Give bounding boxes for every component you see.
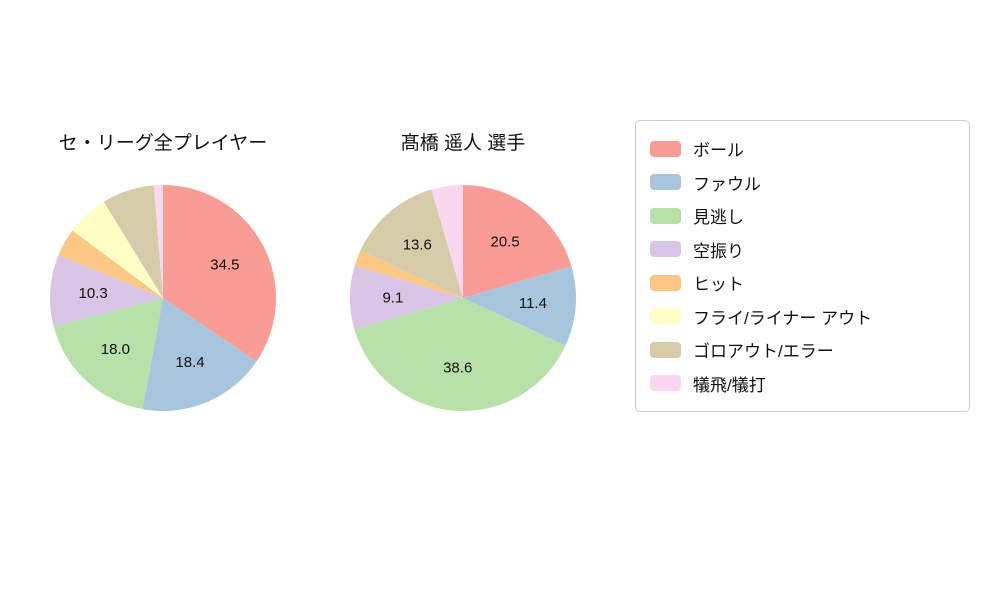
- legend-swatch: [650, 375, 681, 392]
- legend-item: ファウル: [650, 166, 955, 199]
- legend-swatch: [650, 341, 681, 358]
- legend-label: フライ/ライナー アウト: [693, 308, 873, 328]
- pie-slice-label: 34.5: [210, 257, 239, 274]
- legend-item: 空振り: [650, 233, 955, 266]
- pie-slice-1-4: [354, 250, 463, 298]
- pie-slice-1-6: [360, 189, 463, 298]
- pie-slice-0-1: [142, 298, 257, 412]
- pie-slice-0-0: [163, 185, 277, 362]
- pie-slice-0-7: [153, 185, 163, 298]
- pie-slice-0-6: [103, 185, 163, 298]
- legend-label: ヒット: [693, 275, 744, 295]
- legend-swatch: [650, 274, 681, 291]
- legend-label: 空振り: [693, 241, 744, 261]
- pie-chart-league: 34.5 18.4 18.0 10.3: [50, 185, 277, 412]
- pie-slice-label: 9.1: [382, 289, 403, 306]
- legend: ボールファウル見逃し空振りヒットフライ/ライナー アウト ゴロアウト/エラー 犠飛/…: [635, 120, 970, 412]
- legend-label: ボール: [693, 141, 744, 160]
- pie-slice-label: 20.5: [490, 234, 519, 251]
- pie-slice-1-1: [463, 266, 577, 346]
- legend-item: ヒット: [650, 266, 955, 299]
- pie-slice-1-2: [354, 298, 566, 412]
- pie-slice-label: 10.3: [78, 285, 107, 302]
- legend-swatch: [650, 241, 681, 258]
- legend-swatch: [650, 308, 681, 325]
- legend-item: フライ/ライナー アウト: [650, 300, 955, 333]
- legend-item: 犠飛/犠打: [650, 367, 955, 400]
- pie-slice-0-5: [72, 201, 163, 298]
- pie-slice-0-3: [50, 255, 163, 327]
- legend-label: 見逃し: [693, 208, 744, 228]
- pie-title-player: 髙橋 遥人 選手: [400, 133, 526, 154]
- legend-item: 見逃し: [650, 199, 955, 232]
- pie-slice-label: 11.4: [519, 295, 547, 312]
- legend-label: ファウル: [693, 174, 761, 194]
- pie-title-league: セ・リーグ全プレイヤー: [58, 133, 268, 154]
- pie-slice-label: 18.4: [175, 354, 204, 371]
- pie-slice-label: 13.6: [403, 236, 432, 253]
- pie-chart-player: 20.5 11.4 38.6 9.1 13.6: [350, 185, 577, 412]
- pie-slice-label: 18.0: [101, 341, 130, 358]
- pie-slice-1-0: [463, 185, 572, 298]
- pie-slice-1-7: [431, 185, 463, 298]
- legend-item: ボール: [650, 132, 955, 165]
- pie-slice-1-3: [350, 265, 463, 330]
- legend-swatch: [650, 207, 681, 224]
- pie-slice-0-4: [58, 230, 163, 298]
- legend-label: ゴロアウト/エラー: [693, 342, 834, 362]
- pie-slice-label: 38.6: [443, 359, 472, 376]
- legend-swatch: [650, 174, 681, 191]
- legend-swatch: [650, 140, 681, 157]
- pie-slice-0-2: [53, 298, 164, 410]
- legend-label: 犠飛/犠打: [693, 375, 766, 395]
- legend-item: ゴロアウト/エラー: [650, 333, 955, 366]
